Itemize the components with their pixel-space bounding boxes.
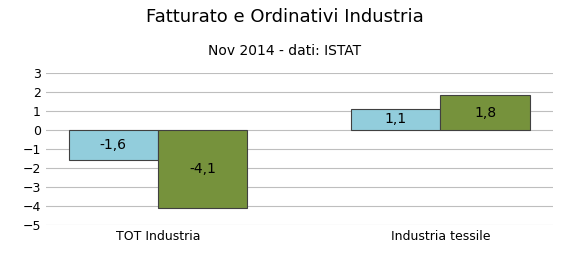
Bar <box>351 109 441 130</box>
Bar <box>158 130 247 208</box>
Text: -1,6: -1,6 <box>100 138 127 152</box>
Text: Nov 2014 - dati: ISTAT: Nov 2014 - dati: ISTAT <box>209 44 361 58</box>
Text: Fatturato e Ordinativi Industria: Fatturato e Ordinativi Industria <box>146 8 424 26</box>
Text: -4,1: -4,1 <box>189 162 216 176</box>
Bar <box>68 130 158 160</box>
Bar <box>441 96 530 130</box>
Text: 1,1: 1,1 <box>385 112 407 126</box>
Text: 1,8: 1,8 <box>474 106 496 120</box>
